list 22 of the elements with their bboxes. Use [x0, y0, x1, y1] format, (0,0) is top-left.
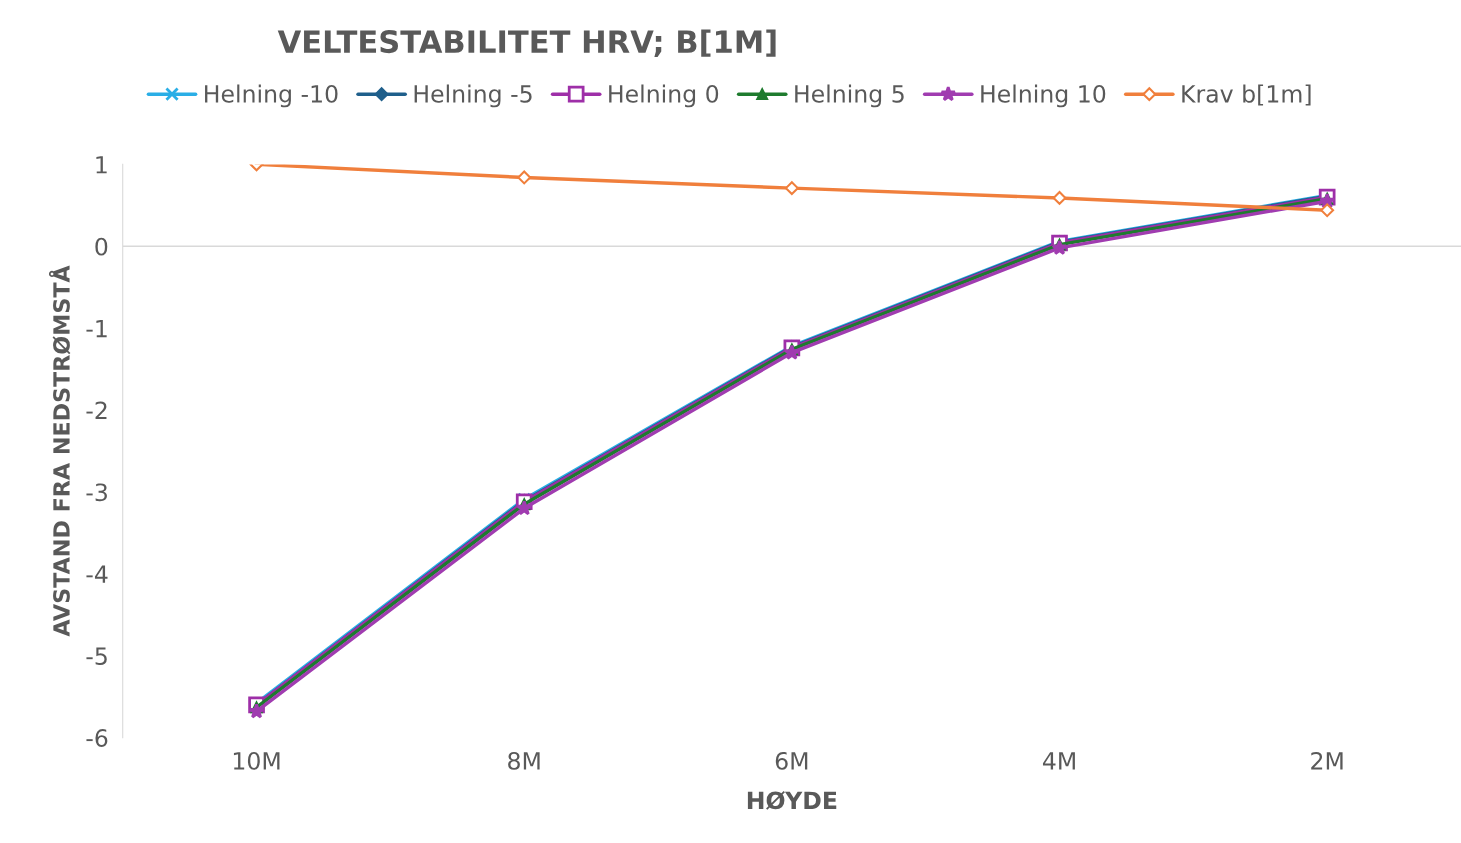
y-tick-label: -4	[86, 565, 108, 583]
y-tick-label: -6	[86, 729, 108, 747]
x-tick-label: 10M	[233, 751, 280, 770]
y-tick-label: -1	[86, 319, 107, 338]
y-axis-title: AVSTAND FRA NEDSTRØMSTÅ	[48, 265, 71, 637]
legend-label: Helning -10	[205, 84, 338, 108]
y-tick-label: -3	[86, 483, 107, 502]
legend-label: Helning 0	[609, 84, 719, 108]
y-tick-label: -5	[86, 647, 107, 666]
y-tick-label: 0	[95, 237, 108, 256]
legend-label: Helning 5	[795, 84, 904, 108]
chart-title: VELTESTABILITET HRV; B[1M]	[277, 29, 776, 58]
x-tick-label: 4M	[1042, 752, 1075, 770]
y-tick-label: -2	[86, 401, 107, 420]
x-axis-title: HØYDE	[747, 790, 837, 810]
legend-label: Helning 10	[981, 84, 1106, 108]
legend-label: Krav b[1m]	[1182, 84, 1311, 106]
x-tick-label: 8M	[508, 751, 540, 770]
legend-label: Helning -5	[414, 84, 532, 108]
y-tick-label: 1	[96, 156, 107, 174]
x-tick-label: 2M	[1311, 751, 1343, 770]
x-tick-label: 6M	[775, 751, 808, 770]
